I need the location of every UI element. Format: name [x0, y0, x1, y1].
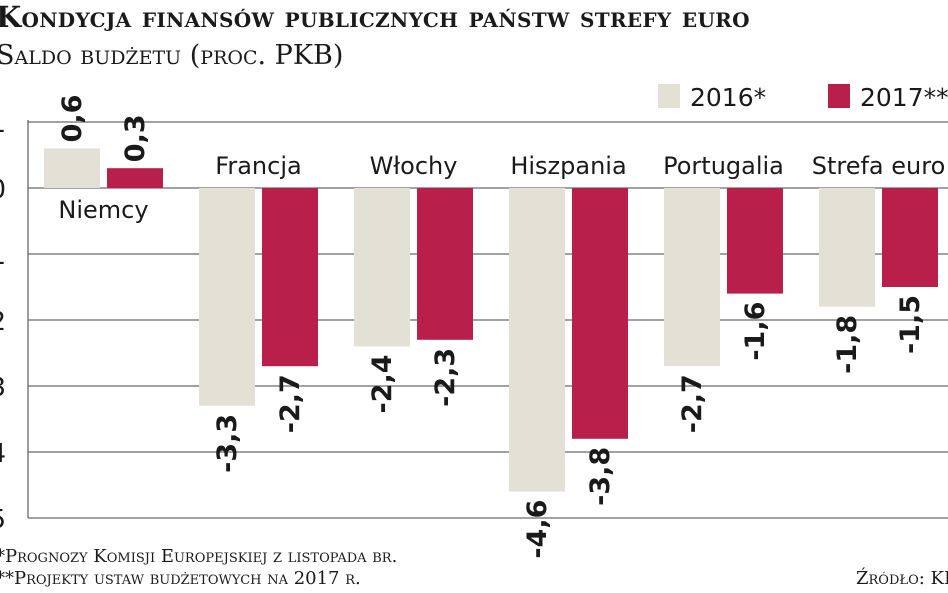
bar-value-label: -2,7: [677, 374, 708, 433]
bar: [107, 168, 163, 188]
legend-label-2016: 2016*: [690, 83, 766, 112]
category-label: Francja: [215, 152, 301, 180]
y-tick-label: 0: [0, 175, 6, 205]
bar: [44, 148, 100, 188]
category-label: Strefa euro: [812, 152, 946, 180]
bar-value-label: 0,6: [57, 95, 88, 143]
y-tick-label: -3: [0, 373, 6, 403]
bar: [727, 188, 783, 294]
bar-value-label: -1,5: [895, 295, 926, 354]
category-label: Niemcy: [58, 196, 148, 224]
bar-value-label: -2,3: [430, 348, 461, 407]
legend-swatch-2016: [658, 84, 680, 108]
legend-label-2017: 2017**: [860, 83, 948, 112]
y-tick-label: -1: [0, 241, 6, 271]
bar-value-label: -3,3: [212, 414, 243, 473]
bar-value-label: 0,3: [120, 114, 151, 162]
category-label: Włochy: [370, 152, 458, 180]
footnote-2016: *Prognozy Komisji Europejskiej z listopa…: [0, 546, 398, 567]
category-label: Hiszpania: [510, 152, 626, 180]
y-tick-label: -2: [0, 307, 6, 337]
footnote-2017: **Projekty ustaw budżetowych na 2017 r.: [0, 568, 361, 589]
bar: [417, 188, 473, 340]
y-tick-label: -5: [0, 505, 6, 535]
source-note: Źródło: KE: [856, 568, 948, 589]
bar: [509, 188, 565, 492]
chart-subtitle: Saldo budżetu (proc. PKB): [0, 40, 344, 71]
bar: [262, 188, 318, 367]
y-tick-label: -4: [0, 439, 6, 469]
bar-value-label: -2,4: [367, 354, 398, 413]
bar: [664, 188, 720, 367]
legend-swatch-2017: [828, 84, 850, 108]
category-label: Portugalia: [663, 152, 784, 180]
bar: [354, 188, 410, 347]
bar-value-label: -4,6: [522, 500, 553, 559]
bar-value-label: -1,6: [740, 302, 771, 361]
bar-value-label: -1,8: [832, 315, 863, 374]
bar: [882, 188, 938, 287]
chart-title: Kondycja finansów publicznych państw str…: [0, 0, 750, 34]
bar: [572, 188, 628, 439]
bar-value-label: -2,7: [275, 374, 306, 433]
bar-value-label: -3,8: [585, 447, 616, 506]
y-tick-label: 1: [0, 109, 6, 139]
bar: [819, 188, 875, 307]
bar: [199, 188, 255, 406]
